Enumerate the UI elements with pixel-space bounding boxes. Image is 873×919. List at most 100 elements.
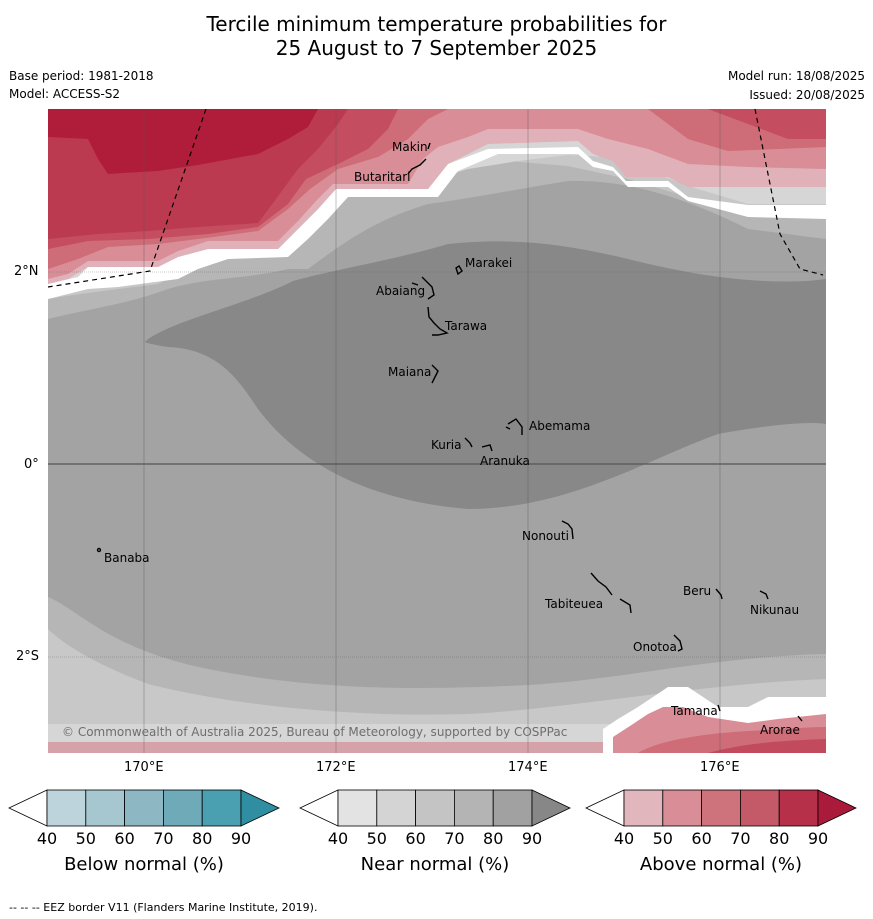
colorbar-below-tick: 70 xyxy=(153,829,173,848)
label-butaritari: Butaritari xyxy=(354,170,411,184)
colorbar-below-segment xyxy=(201,789,242,827)
colorbar-below-segment xyxy=(46,789,87,827)
lon-label-170e: 170°E xyxy=(124,760,164,775)
lon-label-174e: 174°E xyxy=(508,760,548,775)
island-nikunau xyxy=(759,590,769,600)
label-beru: Beru xyxy=(683,584,711,598)
colorbar-below-segment xyxy=(124,789,164,827)
island-labels: Makin Butaritari Marakei Abaiang Tarawa … xyxy=(104,140,800,737)
lat-label-0: 0° xyxy=(24,457,39,472)
colorbar-above-tick: 80 xyxy=(769,829,789,848)
colorbar-below-segment xyxy=(162,789,203,827)
label-banaba: Banaba xyxy=(104,551,150,565)
colorbar-below-label: Below normal (%) xyxy=(64,854,224,875)
colorbar-near-segment xyxy=(453,789,494,827)
island-abemama xyxy=(505,418,523,435)
colorbar-near-segment xyxy=(415,789,455,827)
label-nonouti: Nonouti xyxy=(522,529,569,543)
label-tarawa: Tarawa xyxy=(444,319,487,333)
colorbar-below-high-arrow xyxy=(240,789,280,827)
lat-label-2s: 2°S xyxy=(16,649,40,664)
label-onotoa: Onotoa xyxy=(633,640,677,654)
above-normal-70-northeast xyxy=(708,109,826,139)
colorbar-above-segment xyxy=(740,789,780,827)
colorbar-near-segment xyxy=(337,789,378,827)
graticule xyxy=(48,109,826,753)
colorbar-above-tick: 40 xyxy=(614,829,634,848)
colorbar-legend: 40 50 60 70 80 90 Below normal (%) 40 50 60 70 80 90… xyxy=(8,789,857,875)
island-tarawa xyxy=(427,306,449,336)
lon-label-172e: 172°E xyxy=(316,760,356,775)
colorbar-below-segment xyxy=(85,789,126,827)
copyright-notice: © Commonwealth of Australia 2025, Bureau… xyxy=(62,725,567,739)
colorbar-above-segment xyxy=(662,789,702,827)
label-marakei: Marakei xyxy=(465,256,512,270)
island-aranuka xyxy=(481,444,493,452)
island-tamana xyxy=(717,704,721,712)
colorbar-below-tick: 60 xyxy=(114,829,134,848)
colorbar-above-segment xyxy=(701,789,741,827)
island-tabiteuea xyxy=(590,572,632,614)
colorbar-below-tick: 80 xyxy=(192,829,212,848)
colorbar-near-tick: 60 xyxy=(405,829,425,848)
colorbar-below-low-arrow xyxy=(8,789,48,827)
colorbar-above-segment xyxy=(623,789,664,827)
above-normal-90-north xyxy=(48,109,318,174)
colorbar-above: 40 50 60 70 80 90 Above normal (%) xyxy=(585,789,857,875)
label-abemama: Abemama xyxy=(529,419,590,433)
island-marakei xyxy=(455,265,463,276)
eez-footnote: -- -- -- EEZ border V11 (Flanders Marine… xyxy=(9,901,318,914)
island-nonouti xyxy=(561,520,574,540)
above-normal-80-southeast xyxy=(708,739,826,753)
island-abaiang xyxy=(411,276,435,300)
colorbar-below-tick: 40 xyxy=(37,829,57,848)
label-tamana: Tamana xyxy=(670,704,718,718)
eez-border xyxy=(48,109,824,288)
island-beru xyxy=(715,588,723,600)
colorbar-near-label: Near normal (%) xyxy=(361,854,510,875)
island-arorae xyxy=(797,715,803,722)
title-line-2: 25 August to 7 September 2025 xyxy=(275,36,598,60)
colorbar-below-tick: 90 xyxy=(231,829,251,848)
label-aranuka: Aranuka xyxy=(480,454,530,468)
colorbar-near-segment xyxy=(492,789,533,827)
colorbar-near-tick: 90 xyxy=(522,829,542,848)
model-run: Model run: 18/08/2025 xyxy=(727,69,865,83)
colorbar-above-tick: 60 xyxy=(691,829,711,848)
colorbar-near: 40 50 60 70 80 90 Near normal (%) xyxy=(299,789,571,875)
colorbar-near-tick: 50 xyxy=(367,829,387,848)
colorbar-above-tick: 50 xyxy=(653,829,673,848)
issued-date: Issued: 20/08/2025 xyxy=(749,88,865,102)
island-kuria xyxy=(464,437,473,448)
model-name: Model: ACCESS-S2 xyxy=(9,87,121,101)
label-abaiang: Abaiang xyxy=(376,284,425,298)
colorbar-above-segment xyxy=(778,789,819,827)
lon-label-176e: 176°E xyxy=(700,760,740,775)
island-maiana xyxy=(431,364,439,384)
label-tabiteuea: Tabiteuea xyxy=(544,597,603,611)
colorbar-above-tick: 70 xyxy=(730,829,750,848)
colorbar-near-tick: 70 xyxy=(444,829,464,848)
island-onotoa xyxy=(673,634,683,652)
islands xyxy=(96,142,803,722)
island-makin-butaritari xyxy=(407,142,431,175)
label-makin: Makin xyxy=(392,140,428,154)
colorbar-above-tick: 90 xyxy=(808,829,828,848)
label-maiana: Maiana xyxy=(388,365,431,379)
colorbar-above-low-arrow xyxy=(585,789,625,827)
colorbar-above-high-arrow xyxy=(817,789,857,827)
lat-label-2n: 2°N xyxy=(14,264,39,279)
white-band-north xyxy=(48,147,826,299)
near-normal-80-south xyxy=(48,292,826,753)
probability-map: Makin Butaritari Marakei Abaiang Tarawa … xyxy=(48,109,826,753)
colorbar-near-tick: 80 xyxy=(483,829,503,848)
title-line-1: Tercile minimum temperature probabilitie… xyxy=(206,12,667,36)
colorbar-below-tick: 50 xyxy=(76,829,96,848)
colorbar-near-tick: 40 xyxy=(328,829,348,848)
label-arorae: Arorae xyxy=(760,723,800,737)
base-period: Base period: 1981-2018 xyxy=(9,69,154,83)
colorbar-above-label: Above normal (%) xyxy=(640,854,802,875)
colorbar-near-low-arrow xyxy=(299,789,339,827)
colorbar-near-high-arrow xyxy=(531,789,571,827)
island-banaba xyxy=(96,547,102,553)
